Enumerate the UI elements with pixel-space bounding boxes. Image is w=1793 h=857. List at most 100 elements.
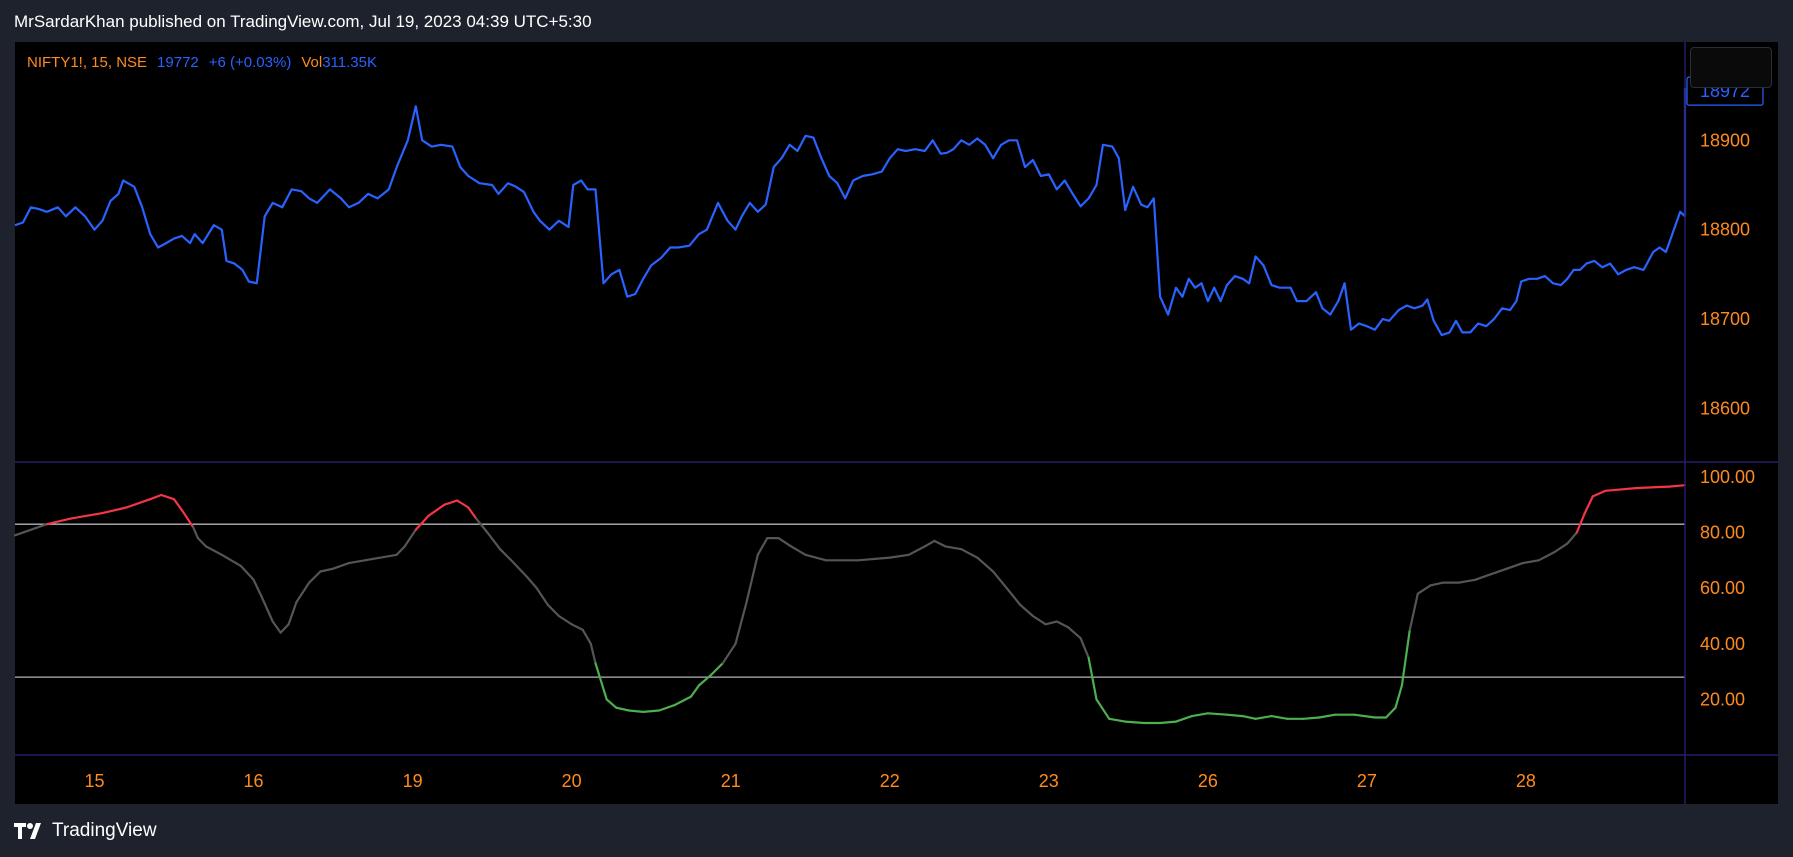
oscillator-segment: [295, 581, 311, 604]
oscillator-segment: [1505, 561, 1524, 570]
oscillator-segment: [1158, 720, 1178, 725]
time-tick-label: 15: [85, 771, 105, 791]
oscillator-segment: [1553, 542, 1569, 554]
legend-last-price: 19772: [157, 54, 199, 71]
oscillator-segment: [125, 498, 152, 509]
oscillator-segment: [570, 623, 584, 632]
oscillator-segment: [697, 673, 713, 687]
oscillator-segment: [976, 556, 995, 573]
oscillator-segment: [363, 556, 382, 562]
oscillator-segment: [403, 528, 417, 548]
oscillator-segment: [1408, 592, 1419, 632]
time-tick-label: 19: [403, 771, 423, 791]
oscillator-segment: [991, 570, 1011, 593]
oscillator-segment: [804, 553, 828, 562]
oscillator-segment: [557, 614, 573, 626]
oscillator-segment: [239, 564, 255, 581]
oscillator-segment: [1019, 603, 1035, 618]
oscillator-segment: [657, 703, 677, 712]
oscillator-segment: [1384, 706, 1397, 719]
legend-change: +6 (+0.03%): [208, 54, 292, 71]
oscillator-segment: [1108, 717, 1127, 723]
oscillator-segment: [1087, 656, 1098, 701]
time-tick-label: 28: [1516, 771, 1536, 791]
oscillator-tick-label: 100.00: [1700, 467, 1755, 487]
oscillator-pane[interactable]: [13, 484, 1687, 725]
oscillator-segment: [1566, 531, 1578, 545]
oscillator-segment: [252, 578, 263, 598]
legend-symbol[interactable]: NIFTY1!, 15, NSE: [27, 54, 148, 71]
oscillator-segment: [581, 628, 592, 645]
oscillator-segment: [525, 575, 538, 590]
oscillator-segment: [1190, 712, 1210, 718]
oscillator-segment: [475, 517, 489, 534]
oscillator-segment: [1302, 716, 1321, 720]
oscillator-segment: [1007, 589, 1022, 606]
time-tick-label: 27: [1357, 771, 1377, 791]
oscillator-segment: [1270, 714, 1289, 720]
oscillator-segment: [1095, 698, 1111, 720]
price-tick-label: 18600: [1700, 398, 1750, 418]
legend-vol-label: Vol: [301, 54, 323, 71]
oscillator-tick-label: 20.00: [1700, 689, 1745, 709]
oscillator-segment: [427, 503, 446, 517]
price-tick-label: 18700: [1700, 309, 1750, 329]
oscillator-segment: [279, 623, 290, 634]
oscillator-segment: [467, 506, 478, 520]
oscillator-segment: [1667, 484, 1687, 488]
oscillator-segment: [1353, 713, 1377, 719]
tradingview-logo-icon[interactable]: [14, 821, 46, 841]
oscillator-segment: [1044, 620, 1058, 626]
oscillator-segment: [673, 695, 693, 707]
oscillator-segment: [710, 662, 724, 676]
oscillator-segment: [499, 548, 513, 562]
oscillator-segment: [172, 498, 184, 512]
oscillator-segment: [944, 545, 963, 551]
oscillator-segment: [627, 709, 645, 714]
oscillator-segment: [13, 523, 48, 537]
oscillator-segment: [1206, 712, 1229, 716]
oscillator-segment: [1225, 713, 1244, 718]
time-tick-label: 23: [1039, 771, 1059, 791]
oscillator-segment: [1318, 713, 1337, 719]
oscillator-segment: [1458, 578, 1477, 584]
oscillator-segment: [777, 536, 793, 548]
oscillator-segment: [69, 511, 104, 520]
oscillator-segment: [1079, 637, 1090, 659]
oscillator-segment: [790, 545, 807, 556]
oscillator-segment: [379, 553, 398, 559]
chart-settings-button[interactable]: [1690, 47, 1772, 88]
footer: TradingView: [14, 815, 157, 847]
price-series-line[interactable]: [14, 87, 1687, 337]
oscillator-segment: [960, 548, 979, 559]
oscillator-segment: [923, 539, 936, 548]
oscillator-segment: [756, 536, 769, 556]
oscillator-segment: [594, 662, 608, 701]
oscillator-segment: [1124, 720, 1146, 725]
oscillator-tick-label: 80.00: [1700, 523, 1745, 543]
oscillator-segment: [180, 509, 195, 529]
time-tick-label: 21: [721, 771, 741, 791]
oscillator-segment: [486, 531, 502, 551]
oscillator-segment: [196, 536, 207, 548]
oscillator-segment: [546, 603, 561, 618]
oscillator-segment: [1055, 620, 1070, 629]
oscillator-segment: [101, 506, 128, 515]
oscillator-segment: [414, 514, 430, 531]
price-tick-label: 18900: [1700, 130, 1750, 150]
oscillator-segment: [907, 545, 926, 556]
oscillator-segment: [535, 586, 549, 606]
oscillator-segment: [456, 499, 470, 509]
price-pane[interactable]: [14, 87, 1687, 337]
legend-vol-value: 311.35K: [322, 54, 377, 71]
axes: 186001870018800189001897220.0040.0060.00…: [15, 42, 1778, 804]
time-tick-label: 26: [1198, 771, 1218, 791]
oscillator-segment: [933, 539, 947, 548]
publish-header: MrSardarKhan published on TradingView.co…: [14, 12, 592, 31]
oscillator-segment: [605, 698, 618, 709]
oscillator-segment: [510, 559, 529, 579]
price-tick-label: 18800: [1700, 220, 1750, 240]
oscillator-segment: [1254, 714, 1273, 720]
oscillator-segment: [888, 553, 910, 559]
